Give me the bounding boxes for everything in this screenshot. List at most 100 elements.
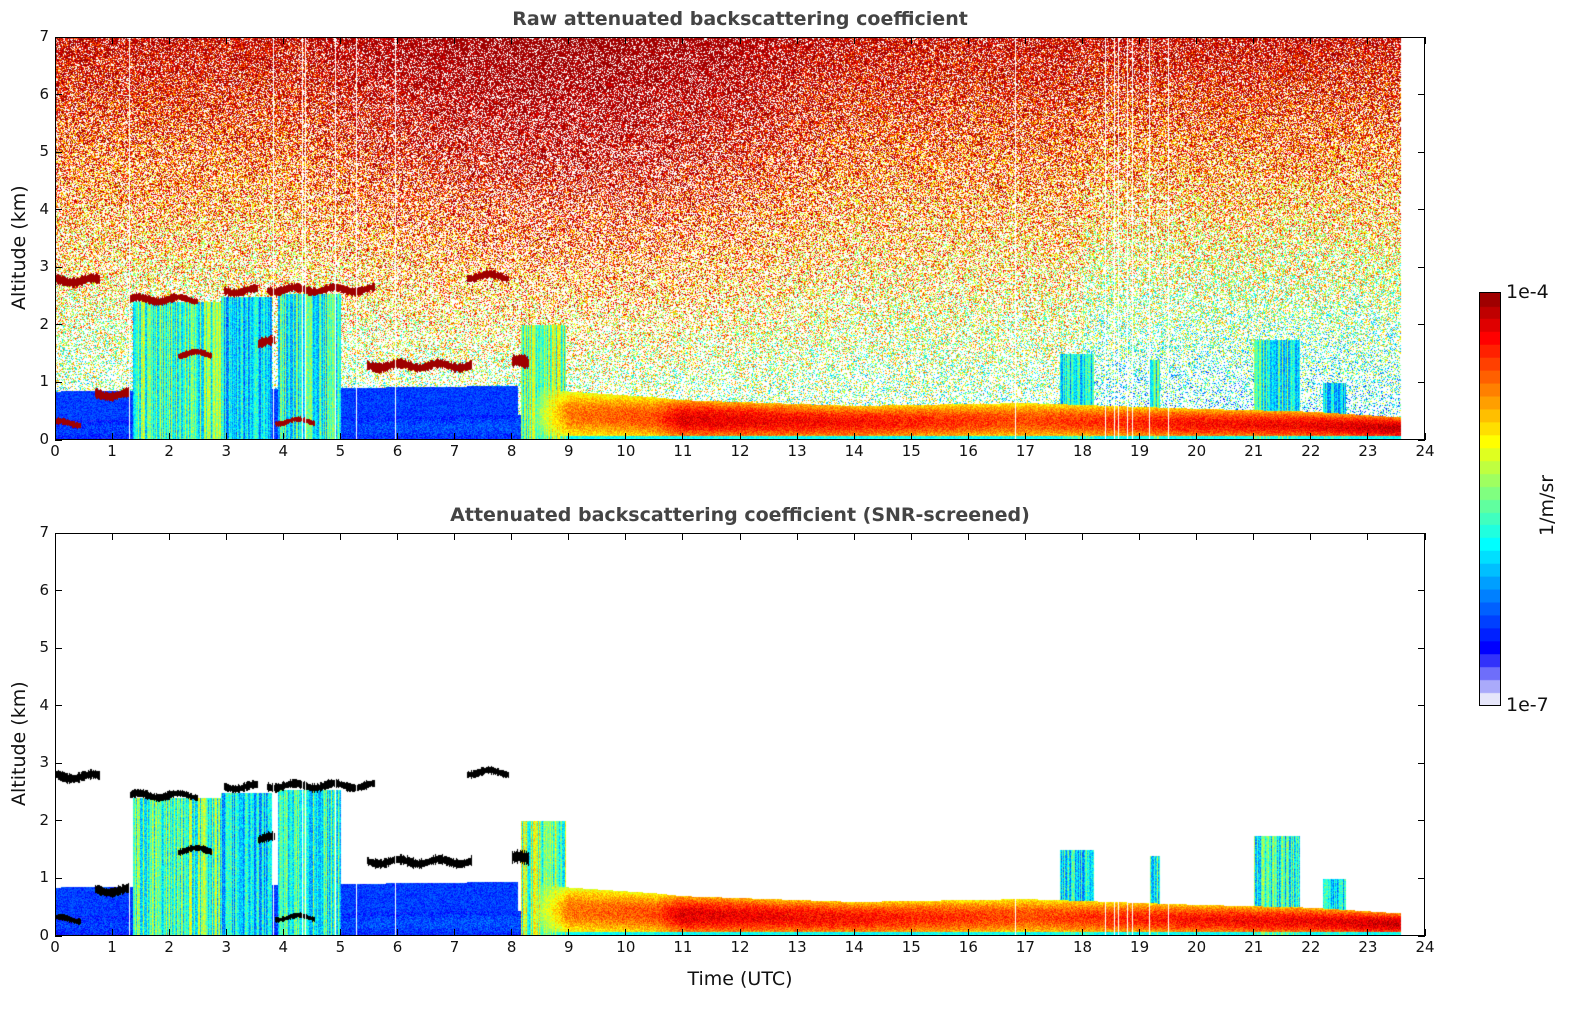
x-tick — [397, 433, 398, 440]
x-tick — [796, 433, 798, 440]
x-tick-label: 6 — [392, 442, 403, 460]
x-tick-label: 4 — [278, 442, 289, 460]
y-tick — [1418, 94, 1425, 96]
x-tick-label: 13 — [787, 442, 807, 460]
x-tick-label: 3 — [221, 938, 232, 956]
x-tick — [225, 929, 227, 936]
x-tick — [568, 37, 570, 44]
x-tick — [1310, 533, 1312, 540]
x-tick — [1139, 533, 1141, 540]
y-tick — [1418, 324, 1425, 326]
x-tick-label: 0 — [50, 938, 60, 956]
x-tick — [168, 433, 170, 440]
top-axes-frame — [55, 37, 1425, 440]
y-tick — [55, 532, 62, 534]
y-tick-label: 0 — [39, 926, 49, 944]
x-tick — [397, 929, 398, 936]
y-tick — [55, 151, 62, 153]
x-tick — [168, 533, 170, 540]
x-tick — [54, 533, 56, 540]
y-tick-label: 2 — [39, 314, 49, 333]
x-tick — [853, 929, 855, 936]
x-tick — [1082, 929, 1083, 936]
bottom-y-axis-label: Altitude (km) — [8, 681, 30, 806]
x-tick — [739, 433, 741, 440]
x-tick — [796, 533, 798, 540]
x-tick-label: 20 — [1187, 938, 1207, 956]
x-tick — [1424, 533, 1426, 540]
y-tick — [55, 266, 62, 268]
x-tick — [1253, 37, 1255, 44]
screened-backscatter-heatmap — [55, 533, 1425, 936]
y-tick — [1418, 647, 1425, 649]
x-tick — [910, 433, 912, 440]
x-tick — [967, 37, 969, 44]
y-tick — [1418, 935, 1425, 937]
x-tick — [397, 533, 398, 540]
x-tick — [1024, 929, 1026, 936]
x-tick — [739, 929, 741, 936]
y-tick-label: 4 — [39, 199, 49, 218]
x-tick-label: 24 — [1415, 442, 1435, 460]
y-tick-label: 4 — [39, 695, 49, 714]
x-tick — [454, 929, 456, 936]
x-tick — [853, 433, 855, 440]
x-tick — [454, 37, 456, 44]
x-tick — [1082, 37, 1083, 44]
x-tick-label: 7 — [449, 442, 460, 460]
x-tick — [682, 929, 684, 936]
x-tick — [1196, 37, 1198, 44]
x-tick-label: 20 — [1187, 442, 1207, 460]
x-tick — [568, 533, 570, 540]
x-tick — [682, 533, 684, 540]
bottom-axes-frame — [55, 533, 1425, 936]
x-tick-label: 2 — [164, 442, 174, 460]
x-tick — [853, 533, 855, 540]
x-tick — [54, 929, 56, 936]
x-tick-label: 18 — [1072, 442, 1093, 460]
x-tick-label: 9 — [563, 442, 574, 460]
y-tick — [1418, 590, 1425, 592]
y-tick — [1418, 36, 1425, 38]
x-tick-label: 11 — [673, 938, 693, 956]
x-tick — [339, 533, 341, 540]
x-tick-label: 4 — [278, 938, 289, 956]
x-tick — [111, 37, 113, 44]
top-y-axis-label: Altitude (km) — [8, 185, 30, 310]
x-tick — [568, 929, 570, 936]
x-tick — [339, 433, 341, 440]
x-tick-label: 1 — [107, 938, 117, 956]
y-tick-label: 3 — [39, 257, 49, 276]
x-tick — [1367, 433, 1369, 440]
x-tick-label: 21 — [1244, 442, 1264, 460]
x-tick — [1253, 929, 1255, 936]
y-tick — [55, 820, 62, 822]
x-tick — [1310, 929, 1312, 936]
y-tick-label: 0 — [39, 430, 49, 448]
y-tick — [55, 762, 62, 764]
x-tick-label: 2 — [164, 938, 174, 956]
y-tick-label: 2 — [39, 810, 49, 829]
x-tick — [910, 37, 912, 44]
x-tick-label: 23 — [1358, 938, 1378, 956]
x-tick — [454, 433, 456, 440]
y-tick — [55, 590, 62, 592]
x-tick — [1024, 433, 1026, 440]
x-tick-label: 5 — [335, 442, 346, 460]
x-tick-label: 13 — [787, 938, 807, 956]
y-tick-label: 7 — [39, 523, 49, 541]
x-tick-label: 15 — [901, 442, 921, 460]
x-tick-label: 12 — [730, 938, 750, 956]
y-tick — [55, 324, 62, 326]
x-tick — [168, 929, 170, 936]
x-tick-label: 14 — [844, 938, 864, 956]
x-tick-label: 18 — [1072, 938, 1093, 956]
x-tick — [511, 533, 513, 540]
x-tick-label: 1 — [107, 442, 117, 460]
x-tick — [1024, 37, 1026, 44]
x-tick — [225, 37, 227, 44]
x-tick — [853, 37, 855, 44]
x-tick — [111, 929, 113, 936]
x-tick-label: 24 — [1415, 938, 1435, 956]
x-tick — [1139, 433, 1141, 440]
